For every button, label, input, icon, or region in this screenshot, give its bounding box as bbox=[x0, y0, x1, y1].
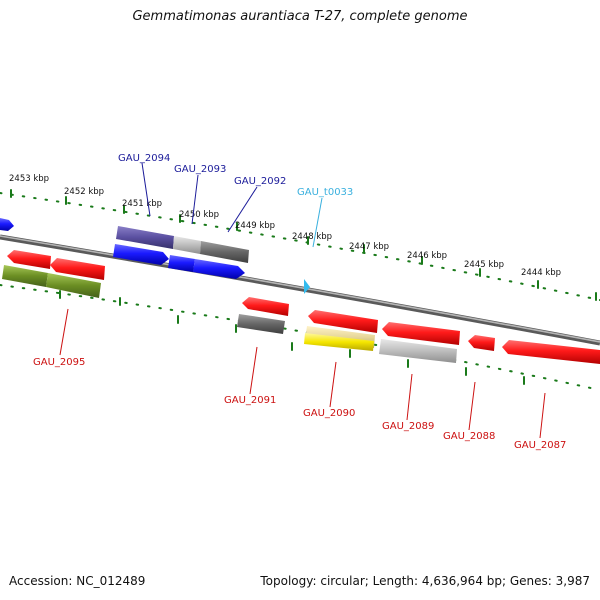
gene-label-gau-2092[interactable]: GAU_2092 bbox=[234, 176, 286, 187]
kbp-label: 2450 kbp bbox=[179, 210, 219, 220]
gene-arrow-gau-2092[interactable] bbox=[193, 259, 245, 279]
feature-bar[interactable] bbox=[173, 236, 201, 254]
kbp-label: 2452 kbp bbox=[64, 187, 104, 197]
feature-bar[interactable] bbox=[200, 241, 249, 263]
gene-arrow-gau-2095b[interactable] bbox=[50, 258, 105, 280]
similarity-track-top bbox=[116, 226, 249, 263]
gene-arrow-gau-2090[interactable] bbox=[308, 310, 378, 333]
topology-text: Topology: circular; Length: 4,636,964 bp… bbox=[260, 574, 590, 588]
kbp-label: 2451 kbp bbox=[122, 199, 162, 209]
gene-arrow-gau-2087[interactable] bbox=[502, 340, 600, 364]
gene-label-gau-t0033[interactable]: GAU_t0033 bbox=[297, 187, 353, 198]
leader-lines bbox=[59, 162, 546, 439]
feature-bar[interactable] bbox=[379, 339, 457, 363]
kbp-label: 2444 kbp bbox=[521, 268, 561, 278]
feature-bar[interactable] bbox=[46, 273, 101, 298]
gene-arrow-gau-2088[interactable] bbox=[468, 335, 495, 351]
outer-tick-ring bbox=[0, 189, 600, 301]
gene-arrow-left-edge[interactable] bbox=[0, 218, 14, 231]
gene-label-gau-2095[interactable]: GAU_2095 bbox=[33, 357, 85, 368]
gene-label-gau-2091[interactable]: GAU_2091 bbox=[224, 395, 276, 406]
trna-marker-gau-t0033[interactable] bbox=[304, 279, 310, 294]
gene-label-gau-2090[interactable]: GAU_2090 bbox=[303, 408, 355, 419]
inner-tick-ring bbox=[0, 284, 600, 391]
gene-label-gau-2093[interactable]: GAU_2093 bbox=[174, 164, 226, 175]
gene-label-gau-2087[interactable]: GAU_2087 bbox=[514, 440, 566, 451]
reverse-genes bbox=[7, 250, 600, 364]
genome-backbone bbox=[0, 234, 600, 346]
forward-genes bbox=[0, 218, 245, 279]
accession-text: Accession: NC_012489 bbox=[9, 574, 146, 588]
similarity-track-bottom bbox=[2, 265, 457, 363]
gene-label-gau-2088[interactable]: GAU_2088 bbox=[443, 431, 495, 442]
kbp-label: 2447 kbp bbox=[349, 242, 389, 252]
kbp-label: 2448 kbp bbox=[292, 232, 332, 242]
gene-label-gau-2094[interactable]: GAU_2094 bbox=[118, 153, 170, 164]
feature-bar[interactable] bbox=[237, 314, 285, 334]
page-title: Gemmatimonas aurantiaca T-27, complete g… bbox=[132, 9, 468, 24]
kbp-label: 2453 kbp bbox=[9, 174, 49, 184]
gene-label-gau-2089[interactable]: GAU_2089 bbox=[382, 421, 434, 432]
genome-backbone-highlight bbox=[0, 235, 600, 343]
gene-arrow-gau-2093[interactable] bbox=[168, 255, 195, 272]
gene-arrow-gau-2095[interactable] bbox=[7, 250, 51, 269]
feature-bar[interactable] bbox=[2, 265, 48, 287]
gene-arrow-gau-2091[interactable] bbox=[242, 297, 289, 316]
kbp-label: 2445 kbp bbox=[464, 260, 504, 270]
feature-bar[interactable] bbox=[304, 333, 374, 351]
gene-arrow-gau-2089[interactable] bbox=[382, 322, 460, 345]
kbp-label: 2449 kbp bbox=[235, 221, 275, 231]
kbp-label: 2446 kbp bbox=[407, 251, 447, 261]
feature-bar[interactable] bbox=[116, 226, 174, 249]
gene-arrow-gau-2094[interactable] bbox=[113, 244, 169, 265]
